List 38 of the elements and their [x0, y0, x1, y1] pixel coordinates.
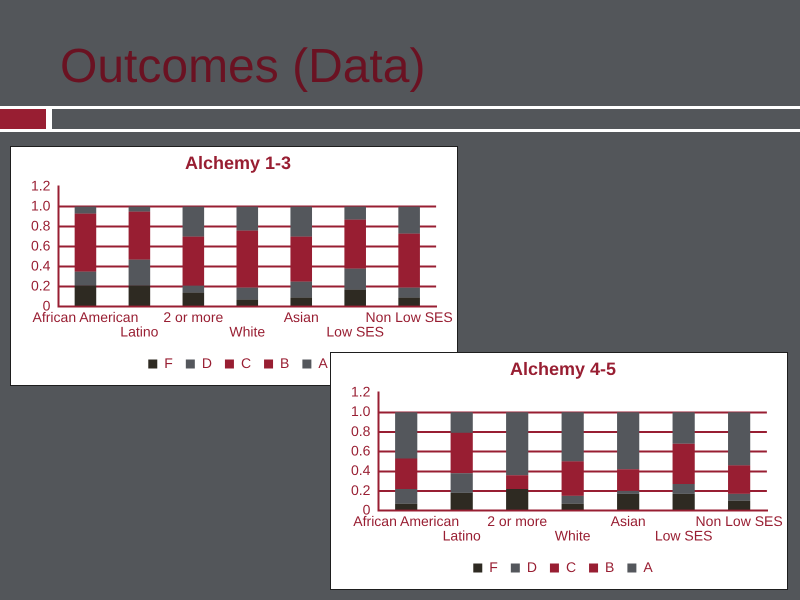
- legend-label: C: [566, 558, 576, 575]
- y-tick-label: 0.8: [350, 422, 371, 439]
- y-tick-label: 0: [42, 297, 51, 314]
- y-tick-label: 1.0: [30, 197, 51, 214]
- y-tick-label: 0.6: [30, 237, 51, 254]
- x-tick-label: 2 or more: [163, 308, 224, 325]
- legend-label: A: [643, 558, 654, 575]
- x-tick-label: Low SES: [654, 528, 712, 544]
- x-tick-label: White: [554, 528, 591, 544]
- x-tick-label: Latino: [120, 324, 159, 340]
- x-tick-label: Latino: [442, 528, 481, 544]
- legend-label: B: [280, 354, 290, 371]
- y-tick-label: 0.6: [350, 442, 371, 458]
- legend-label: D: [526, 558, 537, 575]
- legend-label: F: [164, 354, 173, 371]
- x-tick-label: White: [229, 324, 266, 340]
- legend-label: B: [605, 558, 614, 575]
- chart-title: Alchemy 1-3: [184, 152, 292, 173]
- x-tick-label: Low SES: [326, 324, 384, 340]
- y-tick-label: 0.4: [350, 462, 371, 478]
- x-tick-label: Asian: [284, 308, 319, 325]
- legend-label: D: [202, 354, 212, 371]
- text: Outcomes (Data): [60, 40, 426, 93]
- x-tick-label: 2 or more: [487, 512, 548, 529]
- y-tick-label: 0.2: [350, 482, 371, 498]
- y-tick-label: 1.2: [350, 383, 371, 400]
- legend-label: C: [240, 354, 252, 371]
- legend-label: A: [318, 354, 328, 371]
- y-tick-label: 0.2: [30, 277, 51, 294]
- y-tick-label: 0.4: [30, 257, 51, 274]
- x-tick-label: Non Low SES: [366, 308, 453, 325]
- y-tick-label: 1.0: [350, 403, 371, 420]
- chart-title: Alchemy 4-5: [510, 358, 616, 379]
- y-tick-label: 1.2: [30, 177, 51, 194]
- x-tick-label: Non Low SES: [696, 512, 783, 529]
- y-tick-label: 0.8: [30, 217, 51, 234]
- legend-label: F: [489, 558, 498, 575]
- x-tick-label: Asian: [610, 512, 646, 529]
